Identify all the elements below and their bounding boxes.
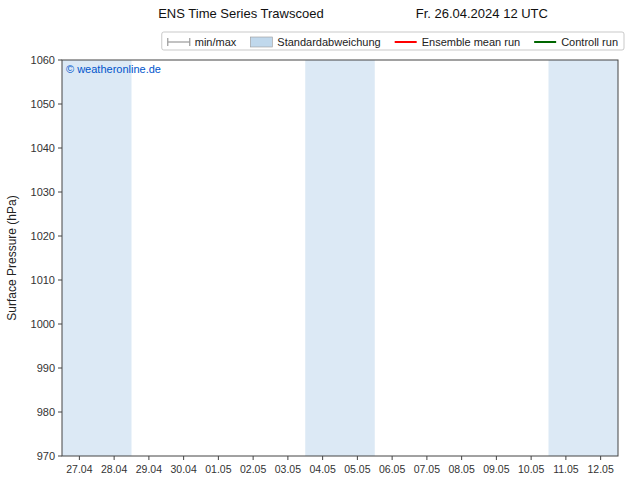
title: ENS Time Series Trawscoed (158, 6, 323, 21)
y-tick (58, 324, 62, 325)
y-tick-label: 1000 (31, 318, 55, 330)
shaded-band (305, 60, 375, 456)
y-tick (58, 368, 62, 369)
x-tick-label: 04.05 (309, 463, 335, 475)
y-tick-label: 1030 (31, 186, 55, 198)
x-tick (496, 456, 497, 460)
y-tick-label: 1050 (31, 98, 55, 110)
chart: ENS Time Series Trawscoed Fr. 26.04.2024 … (0, 0, 634, 490)
legend-item: Controll run (534, 36, 618, 48)
x-tick-label: 27.04 (66, 463, 92, 475)
x-tick (600, 456, 601, 460)
shaded-band (62, 60, 132, 456)
x-tick-label: 29.04 (136, 463, 162, 475)
x-tick (426, 456, 427, 460)
plot-frame (62, 60, 618, 456)
x-tick-label: 07.05 (414, 463, 440, 475)
legend-swatch (250, 37, 272, 47)
x-tick-label: 12.05 (587, 463, 613, 475)
x-tick (287, 456, 288, 460)
legend-label: min/max (195, 36, 237, 48)
x-tick (357, 456, 358, 460)
y-tick-label: 1010 (31, 274, 55, 286)
y-tick (58, 104, 62, 105)
y-tick (58, 236, 62, 237)
x-tick-label: 30.04 (170, 463, 196, 475)
x-tick (183, 456, 184, 460)
legend: min/max Standardabweichung Ensemble mean r… (162, 32, 624, 50)
y-tick (58, 412, 62, 413)
legend-swatch (534, 41, 556, 43)
legend-swatch (395, 41, 417, 43)
x-tick-label: 08.05 (448, 463, 474, 475)
x-tick (79, 456, 80, 460)
y-tick-label: 990 (37, 362, 55, 374)
x-tick (392, 456, 393, 460)
x-tick-label: 01.05 (205, 463, 231, 475)
x-tick (218, 456, 219, 460)
legend-frame (162, 32, 624, 50)
legend-label: Ensemble mean run (422, 36, 520, 48)
x-tick-label: 02.05 (240, 463, 266, 475)
y-tick-label: 1060 (31, 54, 55, 66)
legend-item: min/max (168, 36, 237, 48)
x-tick (148, 456, 149, 460)
y-axis-label: Surface Pressure (hPa) (5, 195, 19, 320)
legend-swatch (167, 38, 168, 46)
x-tick-label: 09.05 (483, 463, 509, 475)
x-tick (461, 456, 462, 460)
plot-background (62, 60, 618, 456)
x-tick-label: 28.04 (101, 463, 127, 475)
y-tick-label: 980 (37, 406, 55, 418)
x-tick-label: 03.05 (275, 463, 301, 475)
x-tick (253, 456, 254, 460)
legend-item: Standardabweichung (250, 36, 380, 48)
legend-label: Standardabweichung (277, 36, 380, 48)
y-tick (58, 148, 62, 149)
legend-swatch (168, 41, 190, 42)
y-tick-label: 1040 (31, 142, 55, 154)
legend-swatch (189, 38, 190, 46)
x-tick-label: 06.05 (379, 463, 405, 475)
x-tick-label: 10.05 (518, 463, 544, 475)
x-tick (565, 456, 566, 460)
annotation: © weatheronline.de (66, 63, 161, 75)
x-tick-label: 05.05 (344, 463, 370, 475)
x-tick-label: 11.05 (553, 463, 579, 475)
subtitle: Fr. 26.04.2024 12 UTC (416, 6, 548, 21)
y-tick (58, 456, 62, 457)
y-tick-label: 1020 (31, 230, 55, 242)
x-tick (322, 456, 323, 460)
y-tick (58, 60, 62, 61)
y-tick-label: 970 (37, 450, 55, 462)
x-tick (531, 456, 532, 460)
y-tick (58, 280, 62, 281)
y-tick (58, 192, 62, 193)
plot-area (62, 60, 618, 456)
shaded-band (549, 60, 619, 456)
legend-label: Controll run (561, 36, 618, 48)
x-tick (114, 456, 115, 460)
legend-item: Ensemble mean run (395, 36, 520, 48)
